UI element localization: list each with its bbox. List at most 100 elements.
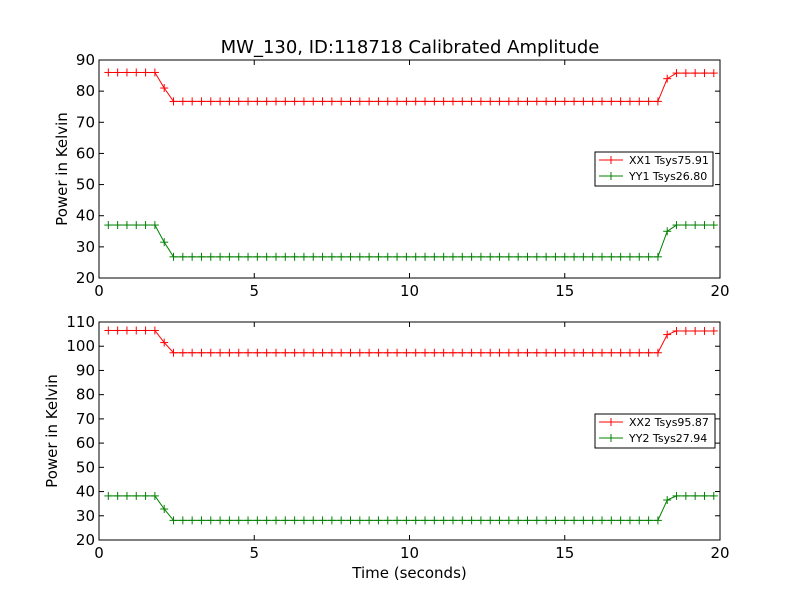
top-data-point	[160, 238, 169, 247]
top-data-point	[532, 97, 541, 106]
top-data-point	[178, 252, 187, 261]
bottom-data-point	[532, 516, 541, 525]
top-data-point	[365, 252, 374, 261]
top-data-point	[104, 68, 113, 77]
top-data-point	[271, 252, 280, 261]
bottom-data-point	[318, 348, 327, 357]
top-data-point	[355, 252, 364, 261]
bottom-data-point	[169, 516, 178, 525]
top-data-point	[383, 97, 392, 106]
bottom-data-point	[244, 516, 253, 525]
top-data-point	[458, 252, 467, 261]
bottom-legend-item: YY2 Tsys27.94	[599, 432, 707, 445]
bottom-data-point	[299, 516, 308, 525]
bottom-data-point	[700, 326, 709, 335]
top-data-point	[421, 252, 430, 261]
top-data-point	[113, 221, 122, 230]
top-data-point	[411, 252, 420, 261]
top-x-tick-label: 20	[710, 282, 729, 300]
top-data-point	[402, 252, 411, 261]
top-data-point	[141, 68, 150, 77]
top-x-tick-label: 0	[94, 282, 104, 300]
top-data-point	[672, 221, 681, 230]
top-data-point	[625, 252, 634, 261]
bottom-y-tick-label: 60	[76, 434, 95, 452]
bottom-data-point	[169, 348, 178, 357]
top-data-point	[318, 252, 327, 261]
top-data-point	[653, 97, 662, 106]
top-data-point	[104, 221, 113, 230]
bottom-data-point	[402, 516, 411, 525]
bottom-y-tick-label: 100	[66, 337, 95, 355]
bottom-data-point	[607, 348, 616, 357]
bottom-data-point	[355, 348, 364, 357]
bottom-legend: XX2 Tsys95.87 YY2 Tsys27.94	[594, 413, 716, 449]
bottom-data-point	[253, 516, 262, 525]
top-x-tick-label: 15	[555, 282, 574, 300]
top-data-point	[523, 97, 532, 106]
top-data-point	[644, 252, 653, 261]
bottom-data-point	[635, 348, 644, 357]
bottom-data-point	[514, 516, 523, 525]
bottom-data-point	[467, 348, 476, 357]
top-data-point	[281, 252, 290, 261]
top-data-point	[635, 252, 644, 261]
bottom-data-point	[663, 330, 672, 339]
top-data-point	[495, 97, 504, 106]
bottom-data-point	[486, 516, 495, 525]
bottom-data-point	[458, 348, 467, 357]
bottom-data-point	[411, 348, 420, 357]
top-data-point	[421, 97, 430, 106]
bottom-data-point	[579, 516, 588, 525]
bottom-data-point	[476, 516, 485, 525]
top-legend-item: XX1 Tsys75.91	[599, 154, 709, 167]
bottom-data-point	[523, 516, 532, 525]
top-y-tick-label: 50	[76, 176, 95, 194]
bottom-data-point	[411, 516, 420, 525]
bottom-y-tick-label: 90	[76, 361, 95, 379]
bottom-data-point	[430, 516, 439, 525]
bottom-legend-item: XX2 Tsys95.87	[599, 416, 709, 429]
top-panel: 0 5 10 15 20 20 30 40 50 60 70 80 90 Power in Kelvin X…	[53, 51, 730, 300]
bottom-data-point	[244, 348, 253, 357]
top-data-point	[225, 97, 234, 106]
bottom-data-point	[290, 348, 299, 357]
bottom-data-point	[188, 516, 197, 525]
top-data-point	[271, 97, 280, 106]
bottom-data-point	[113, 326, 122, 335]
top-data-point	[355, 97, 364, 106]
bottom-data-point	[309, 516, 318, 525]
bottom-data-point	[160, 504, 169, 513]
top-y-tick-label: 20	[76, 269, 95, 287]
bottom-data-point	[598, 516, 607, 525]
top-data-point	[216, 97, 225, 106]
bottom-data-point	[141, 326, 150, 335]
bottom-data-point	[644, 516, 653, 525]
bottom-data-point	[448, 516, 457, 525]
bottom-data-point	[514, 348, 523, 357]
top-data-point	[532, 252, 541, 261]
top-data-point	[216, 252, 225, 261]
bottom-data-point	[709, 326, 718, 335]
top-data-point	[383, 252, 392, 261]
bottom-data-point	[588, 516, 597, 525]
top-data-point	[393, 97, 402, 106]
top-data-point	[616, 97, 625, 106]
bottom-data-point	[421, 516, 430, 525]
top-data-point	[691, 69, 700, 78]
bottom-data-point	[132, 491, 141, 500]
top-data-point	[374, 97, 383, 106]
bottom-data-point	[560, 348, 569, 357]
top-data-point	[337, 97, 346, 106]
bottom-data-point	[104, 326, 113, 335]
bottom-data-point	[598, 348, 607, 357]
top-legend-item: YY1 Tsys26.80	[599, 170, 707, 183]
top-data-point	[253, 97, 262, 106]
bottom-data-point	[458, 516, 467, 525]
top-data-point	[579, 97, 588, 106]
bottom-data-point	[262, 348, 271, 357]
bottom-data-point	[271, 516, 280, 525]
top-data-point	[197, 252, 206, 261]
legend-label: XX1 Tsys75.91	[629, 154, 709, 167]
top-data-point	[206, 252, 215, 261]
